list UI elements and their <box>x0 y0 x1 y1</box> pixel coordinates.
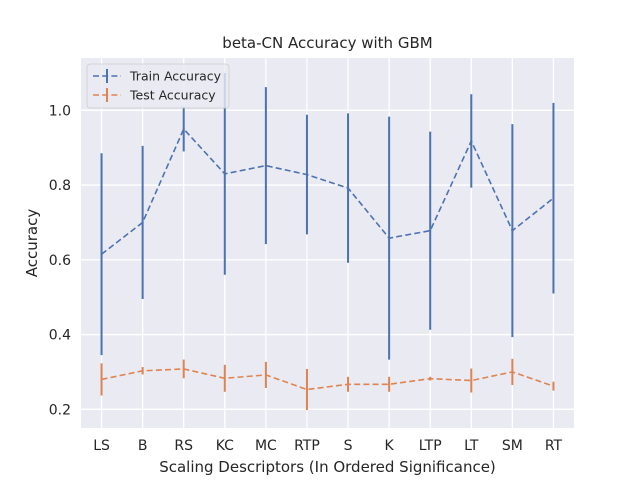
series-line <box>101 368 554 391</box>
data-point <box>429 229 432 232</box>
y-tick-label: 0.8 <box>49 178 71 194</box>
x-tick-label: LS <box>93 438 110 454</box>
data-point <box>511 370 514 373</box>
data-point <box>264 164 267 167</box>
x-tick-label: MC <box>255 438 277 454</box>
x-tick-label: LTP <box>419 438 442 454</box>
data-point <box>347 383 350 386</box>
tick-labels: LS B RS KC MC RTP S K LTP LT SM RT 0.2 0.4 0.6 0.8 1.0 <box>49 103 563 454</box>
data-point <box>100 378 103 381</box>
data-point <box>470 139 473 142</box>
data-point <box>305 173 308 176</box>
x-tick-label: RS <box>174 438 193 454</box>
x-tick-label: SM <box>502 438 523 454</box>
legend-entry: Train Accuracy <box>93 69 222 84</box>
x-tick-label: RTP <box>294 438 320 454</box>
x-tick-label: S <box>344 438 353 454</box>
data-point <box>552 385 555 388</box>
chart-title: beta-CN Accuracy with GBM <box>222 34 432 52</box>
data-point <box>141 369 144 372</box>
series-line <box>101 127 554 255</box>
y-axis-label: Accuracy <box>23 209 41 278</box>
legend: Train Accuracy Test Accuracy <box>86 63 230 109</box>
series-layer <box>100 72 555 411</box>
legend-box <box>86 63 230 109</box>
x-tick-label: K <box>385 438 395 454</box>
x-axis-label: Scaling Descriptors (In Ordered Signific… <box>159 458 496 476</box>
legend-entry: Test Accuracy <box>93 88 216 103</box>
data-point <box>552 197 555 200</box>
data-point <box>264 373 267 376</box>
y-tick-label: 1.0 <box>49 103 71 119</box>
data-point <box>223 377 226 380</box>
data-point <box>100 253 103 256</box>
x-tick-label: LT <box>464 438 479 454</box>
legend-label: Test Accuracy <box>129 88 216 103</box>
data-point <box>347 187 350 190</box>
series-test <box>100 358 555 411</box>
data-point <box>511 229 514 232</box>
plot-area <box>81 58 574 428</box>
data-point <box>223 172 226 175</box>
series-train <box>100 72 555 360</box>
y-tick-label: 0.6 <box>49 253 71 269</box>
data-point <box>305 388 308 391</box>
data-point <box>470 379 473 382</box>
data-point <box>388 237 391 240</box>
x-tick-label: RT <box>545 438 563 454</box>
x-tick-label: B <box>138 438 148 454</box>
data-point <box>182 367 185 370</box>
data-point <box>141 221 144 224</box>
y-tick-label: 0.4 <box>49 328 71 344</box>
data-point <box>182 128 185 131</box>
legend-label: Train Accuracy <box>129 69 222 84</box>
data-point <box>429 377 432 380</box>
y-tick-label: 0.2 <box>49 402 71 418</box>
data-point <box>388 383 391 386</box>
x-tick-label: KC <box>216 438 234 454</box>
